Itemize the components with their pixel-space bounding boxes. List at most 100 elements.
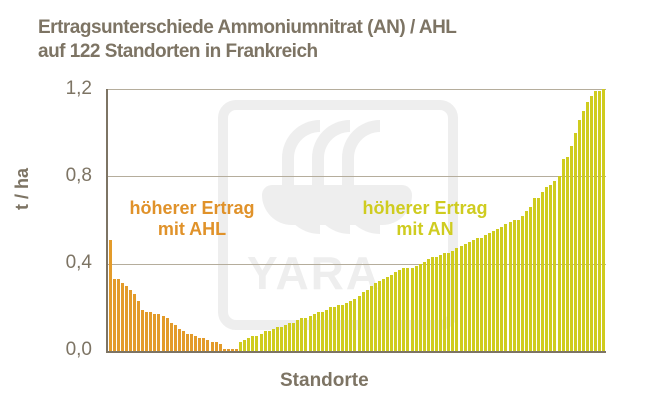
data-bar	[520, 215, 524, 351]
data-bar	[557, 176, 561, 351]
data-bar	[398, 270, 402, 351]
data-bar	[533, 198, 537, 351]
data-bar	[263, 331, 267, 351]
watermark-ship-icon	[262, 185, 412, 225]
data-bar	[108, 239, 112, 351]
chart-title-line-2: auf 122 Standorten in Frankreich	[38, 41, 318, 62]
data-bar	[541, 191, 545, 351]
data-bar	[320, 311, 324, 351]
gridline-0.8	[108, 176, 606, 177]
bar-series	[108, 89, 606, 351]
data-bar	[255, 335, 259, 351]
data-bar	[173, 324, 177, 351]
data-bar	[177, 329, 181, 351]
annotation-an-line-1: höherer Ertrag	[362, 198, 488, 218]
data-bar	[475, 237, 479, 351]
data-bar	[328, 307, 332, 351]
data-bar	[169, 322, 173, 351]
data-bar	[573, 132, 577, 351]
data-bar	[369, 285, 373, 351]
data-bar	[137, 300, 141, 351]
data-bar	[153, 313, 157, 351]
data-bar	[190, 333, 194, 351]
y-tick-1.2: 1,2	[65, 78, 92, 99]
data-bar	[222, 348, 226, 351]
data-bar	[353, 298, 357, 351]
data-bar	[316, 311, 320, 351]
data-bar	[386, 276, 390, 351]
data-bar	[288, 322, 292, 351]
data-bar	[508, 222, 512, 351]
data-bar	[451, 250, 455, 351]
data-bar	[430, 257, 434, 351]
data-bar	[186, 333, 190, 351]
data-bar	[467, 241, 471, 351]
data-bar	[324, 309, 328, 351]
data-bar	[504, 224, 508, 351]
data-bar	[251, 335, 255, 351]
data-bar	[275, 327, 279, 351]
data-bar	[202, 337, 206, 351]
data-bar	[128, 289, 132, 351]
data-bar	[157, 313, 161, 351]
data-bar	[439, 254, 443, 351]
data-bar	[553, 180, 557, 351]
data-bar	[373, 283, 377, 351]
data-bar	[206, 340, 210, 351]
data-bar	[414, 265, 418, 351]
annotation-ahl-line-2: mit AHL	[157, 219, 227, 239]
plot-area	[108, 89, 606, 351]
data-bar	[267, 331, 271, 351]
data-bar	[243, 340, 247, 351]
data-bar	[586, 102, 590, 351]
data-bar	[141, 309, 145, 351]
data-bar	[582, 110, 585, 351]
data-bar	[418, 263, 422, 351]
data-bar	[357, 296, 361, 351]
data-bar	[410, 268, 414, 351]
watermark-text: YARA	[247, 247, 382, 299]
y-tick-0.8: 0,8	[65, 165, 92, 186]
data-bar	[296, 320, 300, 351]
data-bar	[422, 261, 426, 351]
data-bar	[447, 252, 451, 351]
data-bar	[500, 226, 504, 351]
data-bar	[165, 318, 169, 351]
data-bar	[479, 237, 483, 351]
data-bar	[365, 289, 369, 351]
data-bar	[381, 278, 385, 351]
data-bar	[569, 145, 573, 351]
x-axis-label: Standorte	[280, 370, 369, 391]
x-axis-line	[106, 351, 606, 353]
annotation-an-line-2: mit AN	[396, 219, 454, 239]
data-bar	[488, 233, 492, 351]
annotation-an: höherer Ertrag mit AN	[345, 198, 505, 240]
data-bar	[577, 119, 581, 351]
data-bar	[435, 257, 439, 351]
data-bar	[496, 228, 500, 351]
data-bar	[112, 278, 116, 351]
data-bar	[239, 342, 243, 351]
chart-title: Ertragsunterschiede Ammoniumnitrat (AN) …	[38, 16, 457, 64]
data-bar	[561, 158, 565, 351]
data-bar	[230, 348, 234, 351]
data-bar	[459, 246, 463, 351]
data-bar	[181, 331, 185, 351]
data-bar	[402, 268, 406, 351]
data-bar	[333, 307, 336, 351]
gridline-0.4	[108, 264, 606, 265]
data-bar	[284, 324, 288, 351]
data-bar	[271, 329, 275, 351]
data-bar	[308, 316, 312, 351]
data-bar	[394, 272, 398, 351]
data-bar	[194, 335, 198, 351]
data-bar	[377, 281, 381, 351]
data-bar	[471, 239, 475, 351]
y-axis-label: t / ha	[12, 167, 32, 210]
data-bar	[443, 252, 447, 351]
data-bar	[149, 311, 153, 351]
data-bar	[341, 305, 345, 351]
data-bar	[598, 91, 602, 351]
data-bar	[528, 206, 532, 351]
data-bar	[545, 187, 549, 351]
